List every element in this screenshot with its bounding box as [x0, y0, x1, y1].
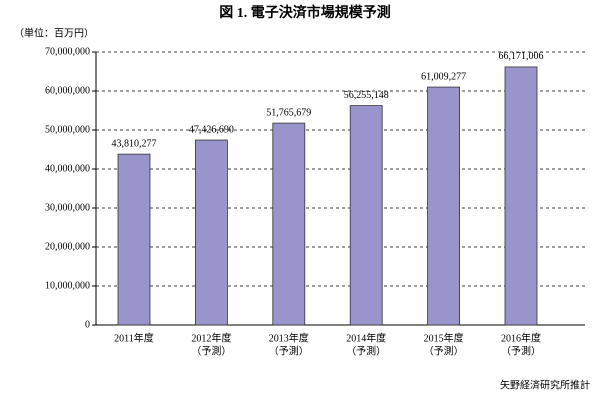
x-tick-note: （予測） — [191, 344, 231, 357]
x-tick-label: 2016年度 — [501, 331, 541, 344]
bar — [504, 66, 538, 326]
bar — [427, 86, 461, 326]
bar — [117, 153, 151, 326]
y-tick-label: 70,000,000 — [45, 46, 90, 57]
value-label: 43,810,277 — [112, 138, 157, 149]
value-label: 56,255,148 — [344, 90, 389, 101]
y-tick-label: 0 — [85, 319, 90, 330]
chart-title: 図 1. 電子決済市場規模予測 — [219, 4, 391, 21]
x-tick-label: 2015年度 — [424, 331, 464, 344]
x-tick-label: 2014年度 — [346, 331, 386, 344]
bar — [272, 122, 306, 326]
y-tick-label: 10,000,000 — [45, 280, 90, 291]
value-label: 66,171,006 — [499, 51, 544, 62]
source-note: 矢野経済研究所推計 — [500, 378, 590, 391]
y-tick-label: 30,000,000 — [45, 202, 90, 213]
x-tick-note: （予測） — [424, 344, 464, 357]
y-tick-label: 40,000,000 — [45, 163, 90, 174]
x-tick-label: 2012年度 — [191, 331, 231, 344]
value-label: 61,009,277 — [421, 71, 466, 82]
y-tick-label: 60,000,000 — [45, 85, 90, 96]
value-label: 51,765,679 — [266, 107, 311, 118]
unit-label: （単位：百万円） — [14, 26, 94, 39]
value-label: 47,426,690 — [189, 124, 234, 135]
bar — [349, 105, 383, 326]
y-tick-label: 50,000,000 — [45, 124, 90, 135]
x-tick-note: （予測） — [269, 344, 309, 357]
y-tick-label: 20,000,000 — [45, 241, 90, 252]
x-tick-note: （予測） — [346, 344, 386, 357]
x-tick-label: 2013年度 — [269, 331, 309, 344]
x-tick-label: 2011年度 — [114, 331, 154, 344]
x-tick-note: （予測） — [501, 344, 541, 357]
bar — [194, 139, 228, 326]
